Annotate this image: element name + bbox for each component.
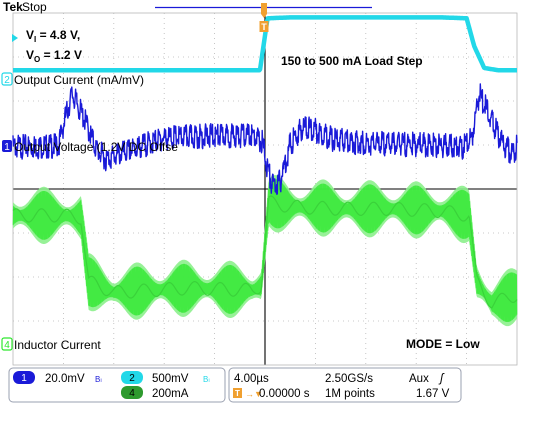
inductor-current-trace — [12, 179, 518, 323]
ch4-scale: 200mA — [152, 388, 189, 400]
trigger-level-readout[interactable]: 1.67 V — [416, 388, 450, 400]
ch4-marker-label: 4 — [4, 340, 10, 351]
ch4-marker[interactable]: 4 — [1, 337, 13, 351]
delay-t-label: T — [235, 389, 240, 398]
trigger-delay-readout[interactable]: T →▼ 0.00000 s — [233, 388, 310, 400]
ch2-marker[interactable]: 2 — [1, 72, 13, 86]
ch1-bw-limit-icon: Bₗ — [95, 375, 102, 384]
ch1-badge-label: 1 — [21, 373, 27, 384]
ch2-scale: 500mV — [152, 373, 189, 385]
ch2-scale-readout[interactable]: 2 500mV Bₗ — [121, 371, 210, 385]
sample-rate-readout: 2.50GS/s — [325, 373, 373, 385]
trigger-t-marker[interactable]: T — [259, 21, 269, 32]
output-current-label: Output Current (mA/mV) — [14, 73, 144, 87]
vout-condition: VO = 1.2 V — [26, 48, 82, 64]
vin-condition: VI = 4.8 V, — [26, 28, 80, 44]
trigger-source-readout[interactable]: Aux — [409, 373, 429, 385]
ch1-scale: 20.0mV — [45, 373, 85, 385]
load-step-annotation: 150 to 500 mA Load Step — [281, 54, 423, 68]
record-length-readout: 1M points — [325, 388, 375, 400]
output-voltage-label: Output Voltage (1.2V DC Offse — [14, 140, 178, 154]
brand-label: Tek — [3, 0, 23, 14]
inductor-current-average — [12, 195, 518, 309]
ch2-arrow-top — [12, 34, 18, 42]
status-bar: 1 20.0mV Bₗ 2 500mV Bₗ 4 200mA 4.00µs 2.… — [8, 367, 462, 403]
ch1-scale-readout[interactable]: 1 20.0mV Bₗ — [13, 371, 102, 385]
mode-annotation: MODE = Low — [406, 337, 480, 351]
ch2-marker-label: 2 — [4, 75, 10, 86]
trigger-t-label: T — [261, 22, 267, 32]
delay-arrow-icon: →▼ — [245, 389, 263, 399]
ch2-badge-label: 2 — [129, 373, 135, 384]
inductor-current-label: Inductor Current — [14, 338, 101, 352]
ch1-marker[interactable]: 1 — [2, 140, 12, 153]
trigger-slope-icon: ʃ — [438, 373, 445, 385]
waveforms — [11, 15, 519, 327]
trigger-position-marker[interactable] — [261, 3, 267, 18]
timebase-readout[interactable]: 4.00µs — [234, 373, 269, 385]
ch1-marker-label: 1 — [4, 142, 10, 153]
ch4-badge-label: 4 — [129, 388, 135, 399]
ch2-bw-limit-icon: Bₗ — [203, 375, 210, 384]
output-voltage-trace — [12, 83, 518, 195]
output-current-trace — [11, 15, 519, 73]
run-state: Stop — [22, 0, 47, 14]
trigger-delay: 0.00000 s — [259, 388, 310, 400]
ch4-scale-readout[interactable]: 4 200mA — [121, 386, 189, 400]
